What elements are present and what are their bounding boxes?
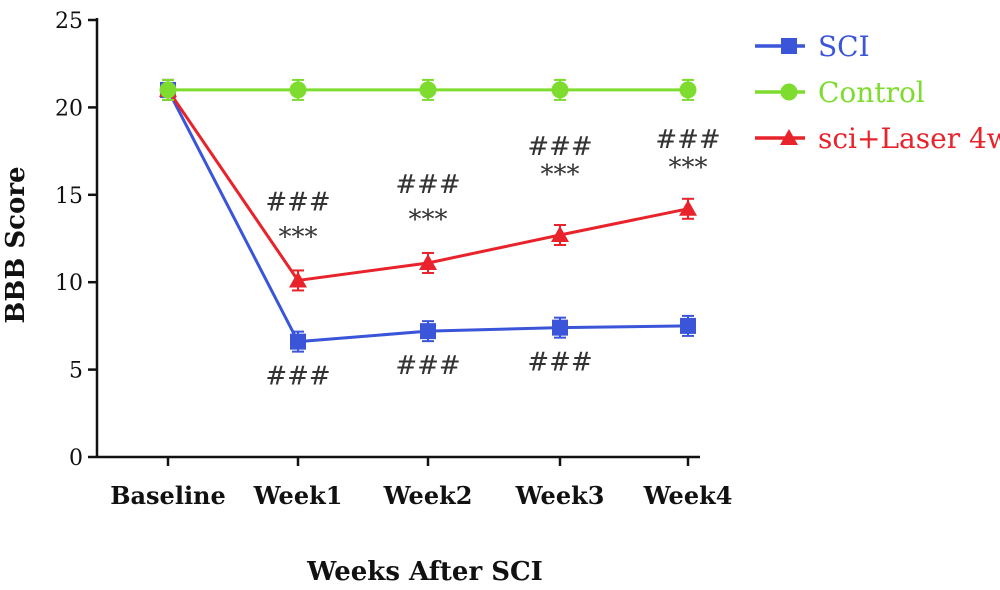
data-point bbox=[289, 81, 307, 99]
legend-item: Control bbox=[755, 76, 925, 109]
data-point bbox=[680, 317, 696, 334]
significance-annotation: ### bbox=[527, 132, 592, 162]
y-axis-title: BBB Score bbox=[1, 166, 31, 323]
legend-item: SCI bbox=[755, 30, 870, 63]
x-tick-label: Week1 bbox=[253, 481, 343, 510]
data-point bbox=[679, 199, 697, 216]
significance-annotation: *** bbox=[541, 160, 580, 190]
x-tick-label: Week3 bbox=[515, 481, 605, 510]
x-axis-title: Weeks After SCI bbox=[306, 557, 543, 587]
significance-annotation: *** bbox=[669, 153, 708, 183]
significance-annotation: ### bbox=[527, 348, 592, 378]
legend: SCI Control sci+Laser 4w bbox=[755, 30, 1000, 155]
x-tick-label: Week4 bbox=[643, 481, 733, 510]
data-point bbox=[419, 253, 437, 270]
data-point bbox=[551, 81, 569, 99]
y-tick-label: 25 bbox=[55, 9, 83, 34]
legend-marker bbox=[781, 38, 797, 54]
x-tick-label: Week2 bbox=[383, 481, 473, 510]
significance-annotation: *** bbox=[279, 222, 318, 252]
annotations-layer: ### ### ###***###***### ***###***### bbox=[265, 125, 720, 392]
significance-annotation: ### bbox=[655, 125, 720, 155]
data-point bbox=[679, 81, 697, 99]
significance-annotation: ### bbox=[395, 170, 460, 200]
data-point bbox=[420, 323, 436, 340]
significance-annotation: ### bbox=[395, 351, 460, 381]
y-tick-label: 10 bbox=[55, 271, 83, 296]
y-tick-label: 0 bbox=[69, 446, 83, 471]
data-point bbox=[290, 333, 306, 350]
significance-annotation: ### bbox=[265, 362, 330, 392]
y-tick-label: 5 bbox=[69, 359, 83, 384]
data-point bbox=[289, 271, 307, 288]
legend-marker bbox=[780, 129, 798, 145]
legend-marker bbox=[780, 83, 798, 101]
legend-label: Control bbox=[818, 76, 925, 109]
series-control bbox=[159, 78, 697, 101]
legend-label: sci+Laser 4w bbox=[818, 122, 1000, 155]
y-tick-label: 20 bbox=[55, 96, 83, 121]
significance-annotation: ### bbox=[265, 187, 330, 217]
legend-item: sci+Laser 4w bbox=[755, 122, 1000, 155]
legend-label: SCI bbox=[818, 30, 870, 63]
y-tick-label: 15 bbox=[55, 184, 83, 209]
data-point bbox=[551, 226, 569, 243]
data-point bbox=[419, 81, 437, 99]
significance-annotation: *** bbox=[409, 205, 448, 235]
x-tick-label: Baseline bbox=[110, 481, 226, 510]
data-point bbox=[552, 319, 568, 336]
axes: 0 5 10 15 20 25 Baseline Week1 Week2 Week3 Week4 bbox=[55, 9, 732, 510]
series-layer bbox=[159, 78, 697, 353]
data-point bbox=[159, 81, 177, 99]
